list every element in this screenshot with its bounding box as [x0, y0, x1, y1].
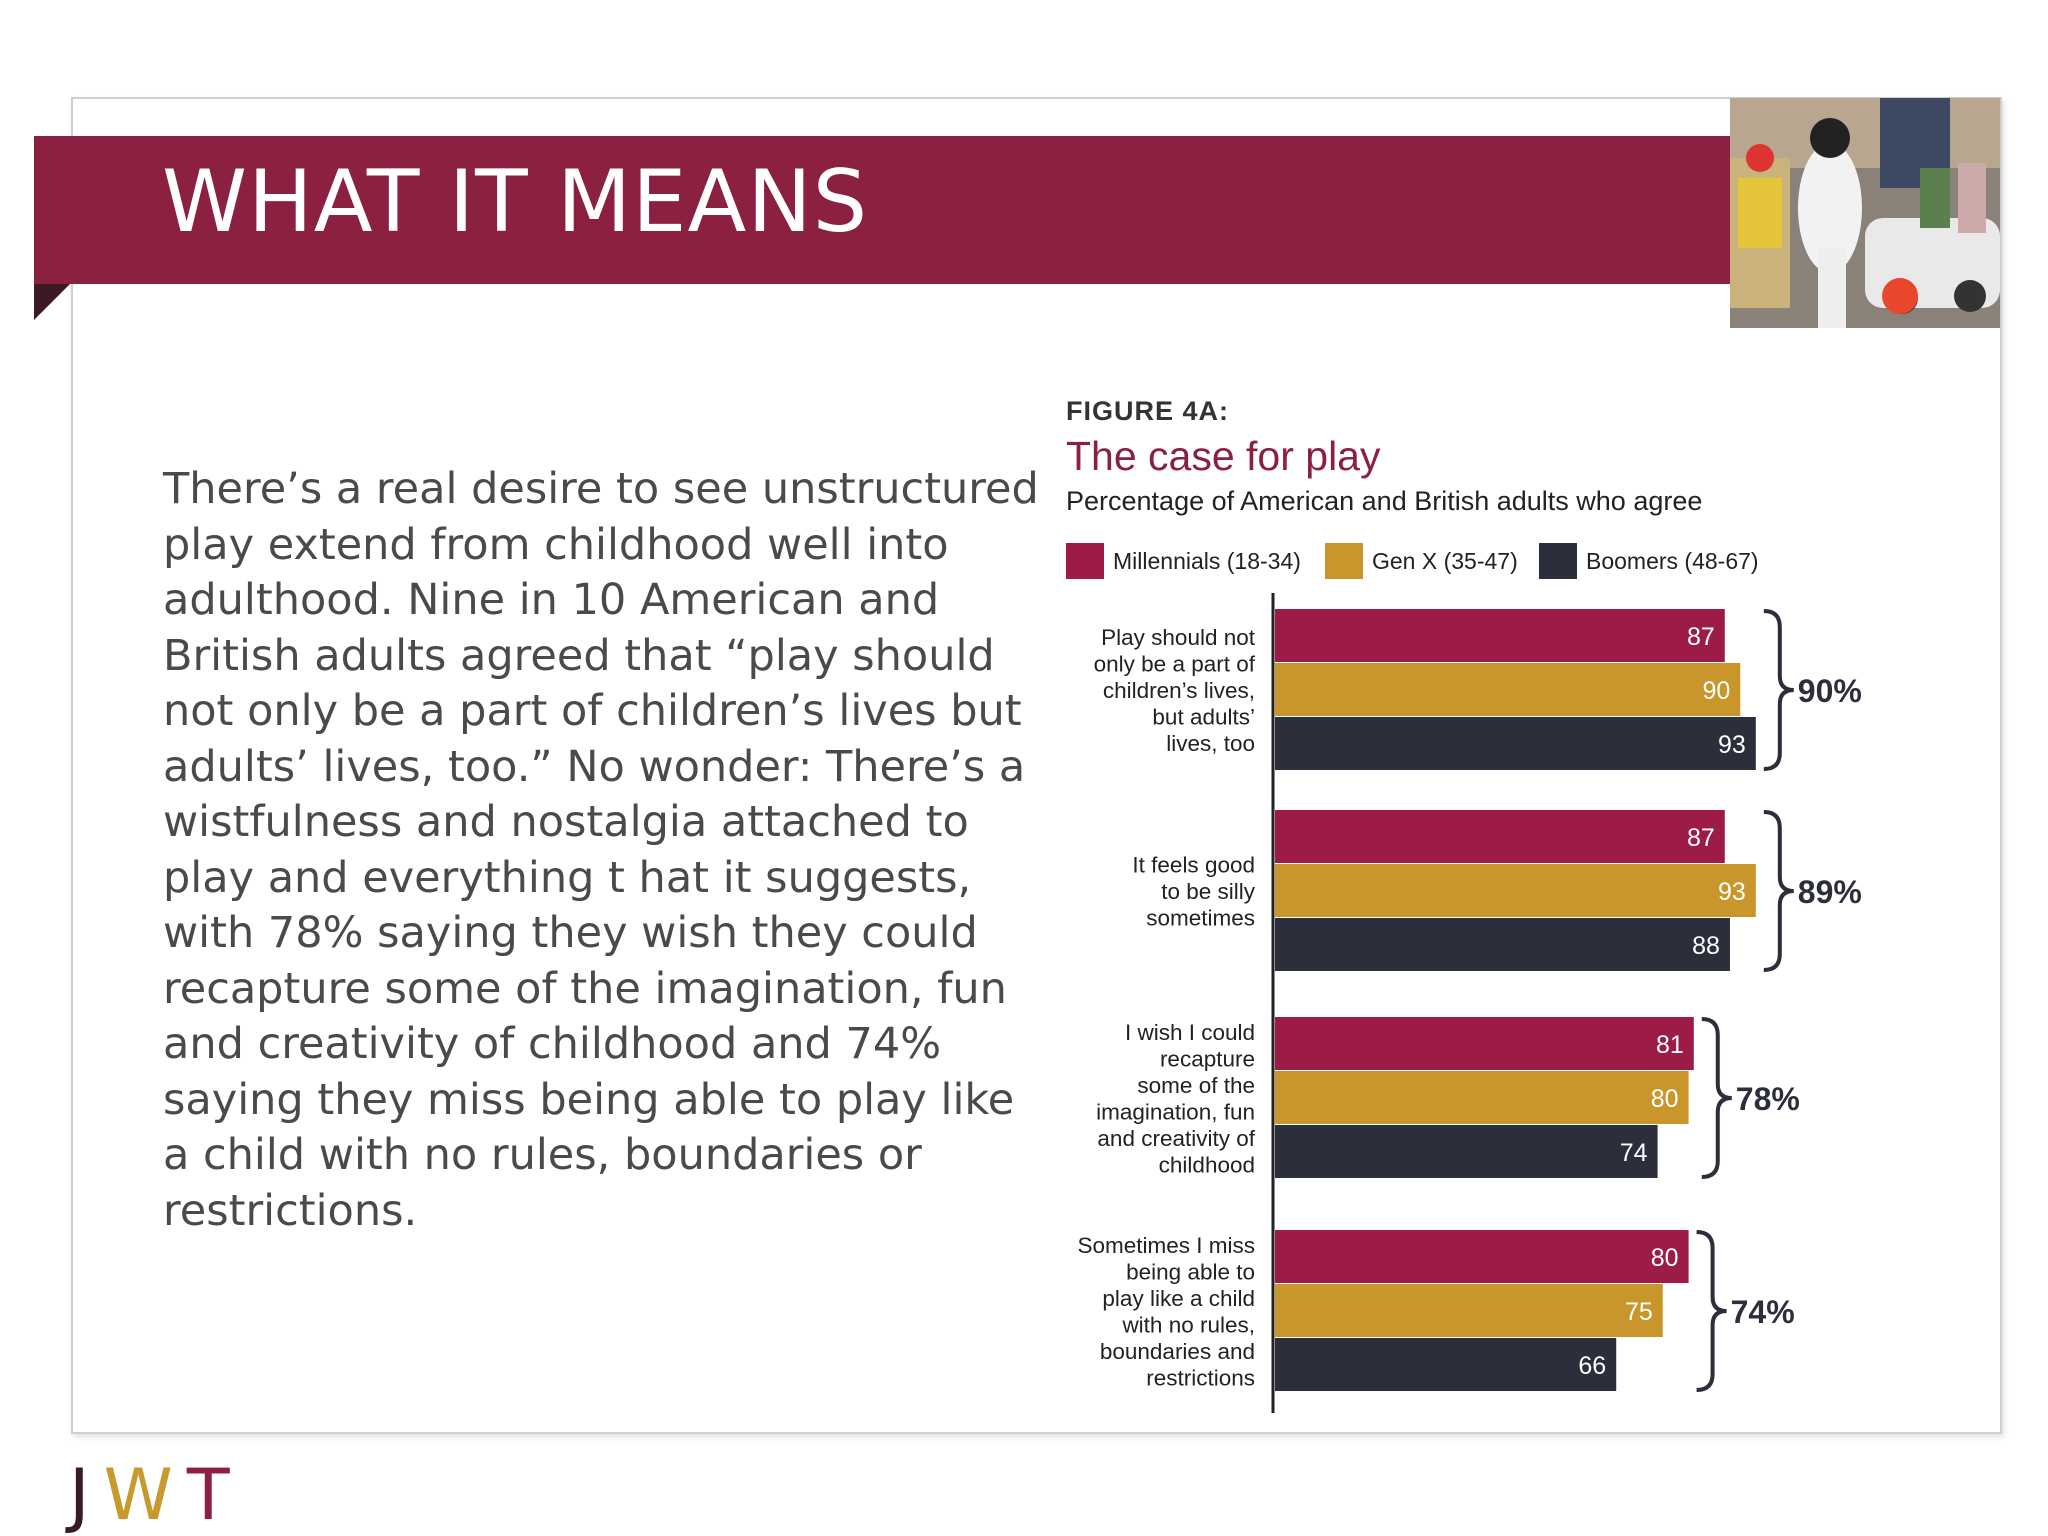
logo-letter-t: T	[186, 1454, 244, 1536]
bar	[1275, 1284, 1663, 1337]
legend-label: Millennials (18-34)	[1113, 548, 1301, 574]
data-label: 90	[1702, 677, 1730, 705]
category-label: It feels good to be silly sometimes	[1132, 853, 1255, 931]
category-label: Play should not only be a part of children…	[1094, 625, 1256, 756]
legend-swatch	[1066, 543, 1104, 579]
bar	[1275, 918, 1730, 971]
group-total-label: 74%	[1731, 1294, 1795, 1330]
group-brace	[1696, 1230, 1727, 1392]
bar	[1275, 717, 1756, 770]
group-total-label: 78%	[1736, 1081, 1800, 1117]
data-label: 87	[1687, 824, 1715, 852]
logo-letter-j: J	[69, 1454, 104, 1536]
chart-subtitle: Percentage of American and British adult…	[1066, 486, 1703, 516]
legend-swatch	[1325, 543, 1363, 579]
legend-swatch	[1539, 543, 1577, 579]
group-brace	[1763, 810, 1794, 972]
bar	[1275, 1230, 1689, 1283]
bar	[1275, 810, 1725, 863]
category-label: Sometimes I miss being able to play like a…	[1077, 1233, 1255, 1391]
data-label: 66	[1578, 1352, 1606, 1380]
title-banner	[34, 136, 1730, 284]
bar	[1275, 609, 1725, 662]
legend-label: Gen X (35-47)	[1372, 548, 1518, 574]
slide-title: WHAT IT MEANS	[162, 152, 869, 252]
data-label: 80	[1651, 1244, 1679, 1272]
bar	[1275, 1017, 1694, 1070]
bar	[1275, 864, 1756, 917]
bar	[1275, 1338, 1617, 1391]
chart-title: The case for play	[1066, 433, 1381, 479]
category-label: I wish I could recapture some of the imagin…	[1096, 1020, 1256, 1178]
data-label: 93	[1718, 731, 1746, 759]
data-label: 88	[1692, 932, 1720, 960]
logo-letter-w: W	[103, 1454, 187, 1536]
parade-photo-icon	[1730, 98, 2000, 328]
bar	[1275, 1071, 1689, 1124]
data-label: 81	[1656, 1031, 1684, 1059]
data-label: 87	[1687, 623, 1715, 651]
data-label: 74	[1620, 1139, 1648, 1167]
group-total-label: 89%	[1798, 874, 1862, 910]
parade-photo	[1730, 98, 2000, 328]
bar	[1275, 1125, 1658, 1178]
legend-label: Boomers (48-67)	[1586, 548, 1759, 574]
figure-label: FIGURE 4A:	[1066, 396, 1230, 426]
data-label: 75	[1625, 1298, 1653, 1326]
body-paragraph: There’s a real desire to see unstructure…	[163, 464, 1039, 1236]
group-brace	[1701, 1017, 1732, 1179]
group-total-label: 90%	[1798, 673, 1862, 709]
data-label: 80	[1651, 1085, 1679, 1113]
jwt-logo: JWT	[69, 1460, 244, 1530]
group-brace	[1763, 609, 1794, 771]
bar	[1275, 663, 1741, 716]
data-label: 93	[1718, 878, 1746, 906]
